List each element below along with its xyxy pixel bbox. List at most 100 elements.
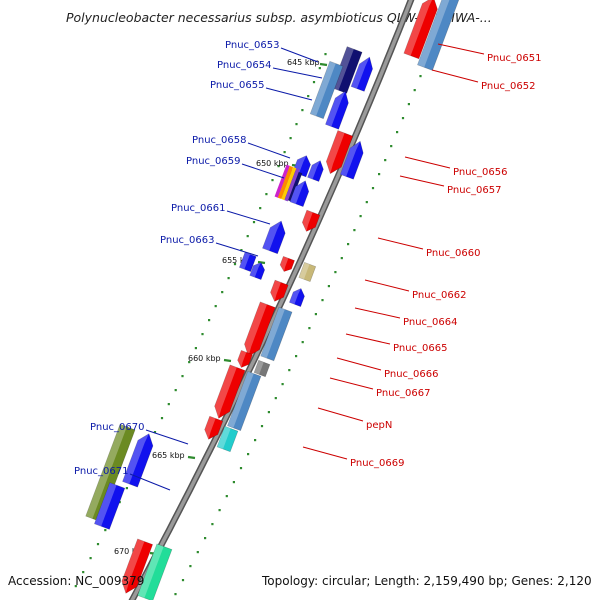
gene-shading: [244, 301, 267, 357]
gene-shading: [94, 482, 117, 527]
guide-dot: [82, 571, 85, 574]
gene-feature: [237, 350, 253, 368]
guide-dot: [225, 495, 228, 498]
gene-label-right: Pnuc_0669: [350, 458, 404, 469]
guide-dot: [401, 117, 405, 120]
kbp-tick: [223, 358, 232, 363]
genome-backbone-highlight: [130, 0, 413, 600]
guide-dot: [125, 487, 128, 490]
gene-feature: [85, 423, 136, 523]
gene-label-left: Pnuc_0661: [171, 203, 225, 214]
kbp-tick: [257, 260, 266, 265]
label-leader-line: [272, 67, 323, 79]
label-leader-line: [247, 142, 291, 159]
guide-dot: [396, 131, 399, 134]
gene-stripe: [277, 165, 294, 199]
label-leader-line: [336, 357, 382, 371]
guide-dot: [259, 207, 262, 210]
gene-body: [325, 130, 354, 175]
guide-dot: [194, 347, 197, 350]
gene-shading: [217, 426, 231, 450]
gene-label-left: Pnuc_0663: [160, 235, 214, 246]
gene-body: [339, 140, 364, 180]
kbp-tick: [187, 455, 196, 460]
gene-feature: [262, 220, 286, 255]
gene-feature: [325, 90, 349, 130]
gene-label-left: Pnuc_0658: [192, 135, 246, 146]
gene-stripe: [284, 168, 300, 202]
genome-backbone: [128, 0, 415, 600]
gene-feature: [325, 130, 354, 175]
guide-dot: [174, 593, 177, 596]
guide-dot: [419, 75, 422, 78]
guide-dot: [254, 439, 257, 442]
guide-dot: [312, 81, 316, 84]
guide-dot: [340, 257, 343, 260]
gene-label-right: Pnuc_0666: [384, 369, 438, 380]
gene-feature: [238, 252, 257, 272]
gene-body: [417, 0, 460, 71]
gene-body: [253, 359, 271, 378]
guide-dot: [265, 193, 268, 196]
gene-feature: [253, 359, 271, 378]
guide-dot: [334, 271, 337, 274]
gene-shading: [325, 91, 346, 127]
gene-body: [270, 279, 289, 302]
guide-dot: [295, 123, 298, 126]
gene-label-left: Pnuc_0654: [217, 60, 271, 71]
guide-dot: [353, 229, 356, 232]
guide-dot: [196, 551, 199, 554]
gene-label-right: pepN: [366, 420, 392, 431]
guide-dot: [174, 389, 177, 392]
gene-feature: [260, 306, 293, 362]
guide-dot: [252, 221, 256, 224]
gene-body: [262, 220, 286, 255]
label-leader-line: [241, 163, 285, 179]
accession-text: Accession: NC_009379: [8, 574, 145, 588]
guide-dot: [274, 397, 277, 400]
guide-dot: [301, 341, 304, 344]
guide-dot: [324, 53, 327, 56]
gene-feature: [301, 209, 321, 232]
label-leader-line: [317, 407, 364, 422]
gene-feature: [214, 364, 246, 419]
label-leader-line: [329, 377, 374, 390]
guide-dot: [281, 383, 284, 386]
gene-body: [216, 425, 239, 453]
gene-shading: [262, 221, 282, 251]
guide-dot: [247, 453, 250, 456]
guide-dot: [347, 243, 350, 246]
guide-dot: [118, 501, 121, 504]
label-leader-line: [129, 473, 171, 491]
gene-body: [298, 262, 317, 282]
gene-shading: [340, 141, 361, 177]
gene-feature: [121, 538, 154, 594]
gene-shading: [351, 57, 370, 89]
label-leader-line: [215, 242, 259, 257]
gene-shading: [121, 538, 145, 594]
guide-dot: [289, 137, 292, 140]
guide-dot: [218, 509, 221, 512]
gene-body: [204, 415, 224, 440]
gene-body: [214, 364, 246, 419]
gene-shading: [403, 0, 434, 56]
guide-dot: [271, 179, 274, 182]
gene-label-right: Pnuc_0662: [412, 290, 466, 301]
label-leader-line: [437, 43, 485, 55]
gene-feature: [403, 0, 438, 60]
gene-shading: [237, 350, 247, 368]
gene-shading: [310, 61, 336, 116]
gene-label-right: Pnuc_0651: [487, 53, 541, 64]
gene-feature: [417, 0, 460, 71]
kbp-label: 670 kbp: [114, 547, 147, 556]
guide-dot: [201, 333, 204, 336]
gene-shading: [289, 288, 301, 305]
guide-dot: [239, 467, 243, 470]
guide-dot: [232, 481, 235, 484]
gene-body: [331, 46, 363, 94]
guide-dot: [227, 277, 230, 280]
gene-label-left: Pnuc_0659: [186, 156, 240, 167]
gene-feature: [227, 370, 262, 432]
guide-dot: [365, 201, 368, 204]
